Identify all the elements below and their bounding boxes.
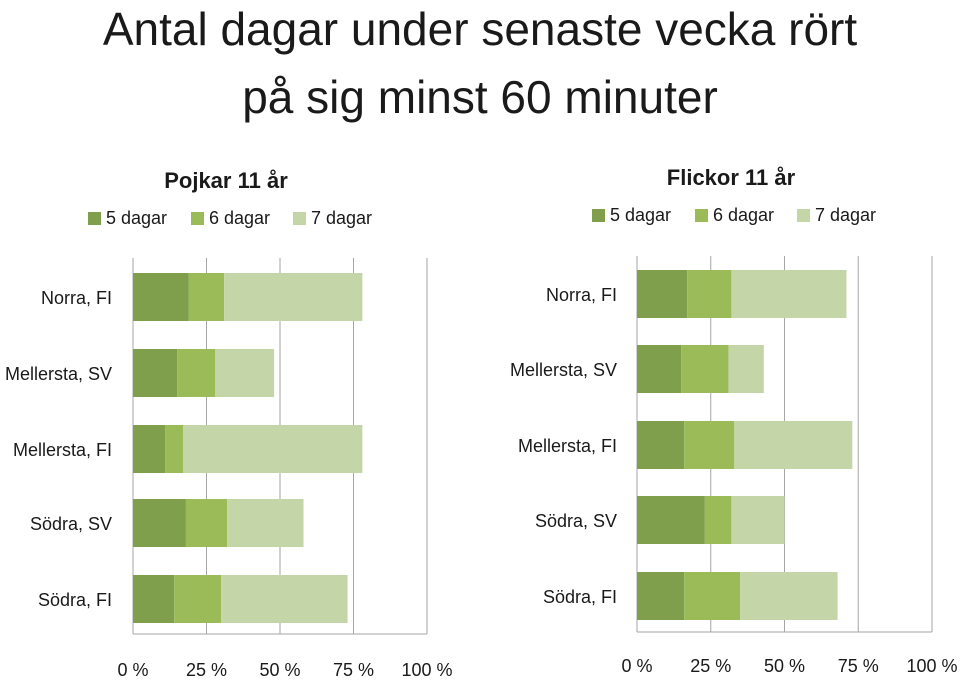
boys-tick-label: 0 %	[117, 660, 148, 680]
boys-legend-swatch	[293, 212, 306, 225]
boys-bar-segment	[224, 273, 363, 321]
girls-category-label: Norra, FI	[546, 285, 617, 305]
boys-bar-segment	[165, 425, 183, 473]
girls-bar-segment	[734, 421, 853, 469]
boys-bar-segment	[133, 425, 166, 473]
boys-legend-label: 7 dagar	[311, 208, 372, 228]
girls-category-label: Mellersta, FI	[518, 436, 617, 456]
boys-category-label: Norra, FI	[41, 288, 112, 308]
girls-bar-segment	[687, 270, 732, 318]
boys-tick-label: 50 %	[259, 660, 300, 680]
boys-bar-segment	[221, 575, 348, 623]
boys-legend-swatch	[88, 212, 101, 225]
girls-bar-segment	[731, 496, 785, 544]
girls-tick-label: 75 %	[838, 656, 879, 676]
girls-legend-swatch	[592, 209, 605, 222]
boys-category-label: Mellersta, FI	[13, 440, 112, 460]
girls-tick-label: 50 %	[764, 656, 805, 676]
girls-tick-label: 0 %	[621, 656, 652, 676]
boys-bar-segment	[133, 273, 189, 321]
girls-bar-segment	[637, 270, 688, 318]
boys-bar-segment	[188, 273, 225, 321]
boys-tick-label: 25 %	[186, 660, 227, 680]
boys-category-label: Mellersta, SV	[5, 364, 112, 384]
girls-bar-segment	[637, 496, 705, 544]
girls-category-label: Södra, FI	[543, 587, 617, 607]
girls-bar-segment	[731, 270, 847, 318]
girls-bar-segment	[704, 496, 732, 544]
girls-bar-segment	[637, 345, 682, 393]
boys-panel-title: Pojkar 11 år	[164, 168, 288, 193]
boys-bar-segment	[182, 425, 363, 473]
girls-bar-segment	[681, 345, 729, 393]
girls-legend-label: 7 dagar	[815, 205, 876, 225]
slide-title-line-2: på sig minst 60 minuter	[242, 71, 718, 123]
girls-tick-label: 100 %	[906, 656, 957, 676]
girls-legend-swatch	[695, 209, 708, 222]
girls-legend-label: 6 dagar	[713, 205, 774, 225]
girls-category-label: Mellersta, SV	[510, 360, 617, 380]
boys-bar-segment	[215, 349, 275, 397]
girls-bar-segment	[740, 572, 838, 620]
slide-title-line-1: Antal dagar under senaste vecka rört	[102, 3, 858, 55]
boys-tick-label: 75 %	[333, 660, 374, 680]
boys-legend-label: 6 dagar	[209, 208, 270, 228]
girls-bar-segment	[684, 421, 735, 469]
boys-category-label: Södra, SV	[30, 514, 112, 534]
girls-bar-segment	[728, 345, 764, 393]
boys-bar-segment	[177, 349, 216, 397]
boys-legend-label: 5 dagar	[106, 208, 167, 228]
boys-legend-swatch	[191, 212, 204, 225]
boys-category-label: Södra, FI	[38, 590, 112, 610]
boys-bar-segment	[133, 349, 178, 397]
boys-tick-label: 100 %	[401, 660, 452, 680]
girls-legend-label: 5 dagar	[610, 205, 671, 225]
girls-bar-segment	[684, 572, 741, 620]
girls-bar-segment	[637, 421, 685, 469]
girls-panel-title: Flickor 11 år	[667, 165, 796, 190]
boys-bar-segment	[185, 499, 228, 547]
boys-bar-segment	[174, 575, 222, 623]
boys-bar-segment	[133, 575, 175, 623]
girls-bar-segment	[637, 572, 685, 620]
girls-tick-label: 25 %	[690, 656, 731, 676]
girls-legend-swatch	[797, 209, 810, 222]
girls-category-label: Södra, SV	[535, 511, 617, 531]
boys-bar-segment	[227, 499, 304, 547]
boys-bar-segment	[133, 499, 186, 547]
